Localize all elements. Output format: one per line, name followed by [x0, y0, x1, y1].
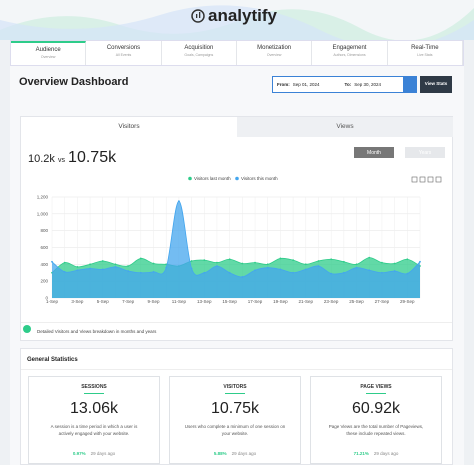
visitors-tab[interactable]: Visitors: [21, 117, 237, 137]
stat-change: 0.97%: [72, 451, 86, 456]
logo: analytify: [208, 6, 277, 25]
nav-sub: Authors, Dimensions: [333, 53, 366, 57]
to-label: To:: [344, 82, 352, 87]
previous-value: 10.2k: [28, 153, 55, 165]
stat-label: SESSIONS: [81, 384, 107, 390]
stat-label: VISITORS: [223, 384, 247, 390]
stat-underline: [225, 393, 245, 394]
chart-card: Visitors Views 10.2k vs 10.75k Month Yea…: [20, 116, 453, 341]
stat-period: 29 days ago: [90, 451, 116, 456]
nav-bar: Audience Overview Conversions All Events Acq…: [10, 40, 464, 66]
month-button[interactable]: Month: [354, 147, 394, 158]
stat-footer: 0.97% 29 days ago: [29, 451, 159, 456]
nav-label: Real-Time: [411, 45, 439, 51]
nav-sub: All Events: [115, 53, 132, 57]
stat-underline: [366, 393, 386, 394]
stat-change: 5.88%: [213, 451, 227, 456]
vs-label: vs: [57, 157, 65, 164]
date-range[interactable]: From: Sep 01, 2024 To: Sep 30, 2024: [272, 76, 417, 93]
chart-note: Detailed Visitors and Views breakdown in…: [21, 322, 452, 340]
stat-period: 29 days ago: [373, 451, 399, 456]
nav-tab[interactable]: Monetization Overview: [237, 41, 313, 65]
main-panel: Overview Dashboard From: Sep 01, 2024 To:…: [10, 66, 464, 465]
stat-period: 29 days ago: [231, 451, 257, 456]
nav-sub: Overview: [40, 55, 56, 59]
stat-card: PAGE VIEWS 60.92k Page Views are the total…: [310, 376, 442, 464]
nav-label: Acquisition: [184, 45, 214, 51]
nav-label: Monetization: [257, 45, 292, 51]
date-dropdown[interactable]: [403, 76, 417, 93]
stat-description: Users who complete a minimum of one sess…: [184, 424, 286, 436]
years-button[interactable]: Years: [405, 147, 445, 158]
comparison: 10.2k vs 10.75k: [28, 149, 116, 167]
stat-underline: [84, 393, 104, 394]
view-stats-button[interactable]: View Stats: [420, 76, 452, 93]
info-icon: [23, 325, 31, 333]
stats-title: General Statistics: [27, 357, 78, 363]
views-tab[interactable]: Views: [237, 117, 453, 137]
stat-card: VISITORS 10.75k Users who complete a minim…: [169, 376, 301, 464]
nav-tab[interactable]: Audience Overview: [11, 41, 87, 65]
nav-label: Audience: [35, 47, 61, 53]
nav-label: Engagement: [332, 45, 367, 51]
page-title: Overview Dashboard: [19, 76, 129, 88]
from-date[interactable]: Sep 01, 2024: [292, 82, 320, 87]
nav-tab[interactable]: Acquisition Goals, Campaigns: [162, 41, 237, 65]
stat-value: 13.06k: [69, 400, 119, 417]
nav-tab[interactable]: Engagement Authors, Dimensions: [312, 41, 388, 65]
from-label: From:: [277, 82, 290, 87]
stat-footer: 71.21% 29 days ago: [311, 451, 441, 456]
stat-description: A session is a time period in which a us…: [50, 424, 138, 436]
nav-sub: Live Stats: [417, 53, 433, 57]
nav-label: Conversions: [106, 45, 141, 51]
nav-sub: Goals, Campaigns: [184, 53, 214, 57]
nav-tab[interactable]: Real-Time Live Stats: [388, 41, 463, 65]
current-value: 10.75k: [68, 149, 117, 166]
stat-card: SESSIONS 13.06k A session is a time period…: [28, 376, 160, 464]
stat-change: 71.21%: [353, 451, 369, 456]
nav-sub: Overview: [266, 53, 282, 57]
header-waves: [0, 0, 474, 40]
nav-tab[interactable]: Conversions All Events: [86, 41, 162, 65]
to-date[interactable]: Sep 30, 2024: [354, 82, 381, 87]
stats-card: General Statistics SESSIONS 13.06k A sessi…: [20, 348, 453, 465]
stat-label: PAGE VIEWS: [360, 384, 392, 390]
stat-description: Page Views are the total number of Pagev…: [328, 424, 424, 436]
stat-value: 60.92k: [351, 400, 401, 417]
stat-footer: 5.88% 29 days ago: [170, 451, 300, 456]
divider: [21, 369, 452, 370]
stat-value: 10.75k: [210, 400, 260, 417]
